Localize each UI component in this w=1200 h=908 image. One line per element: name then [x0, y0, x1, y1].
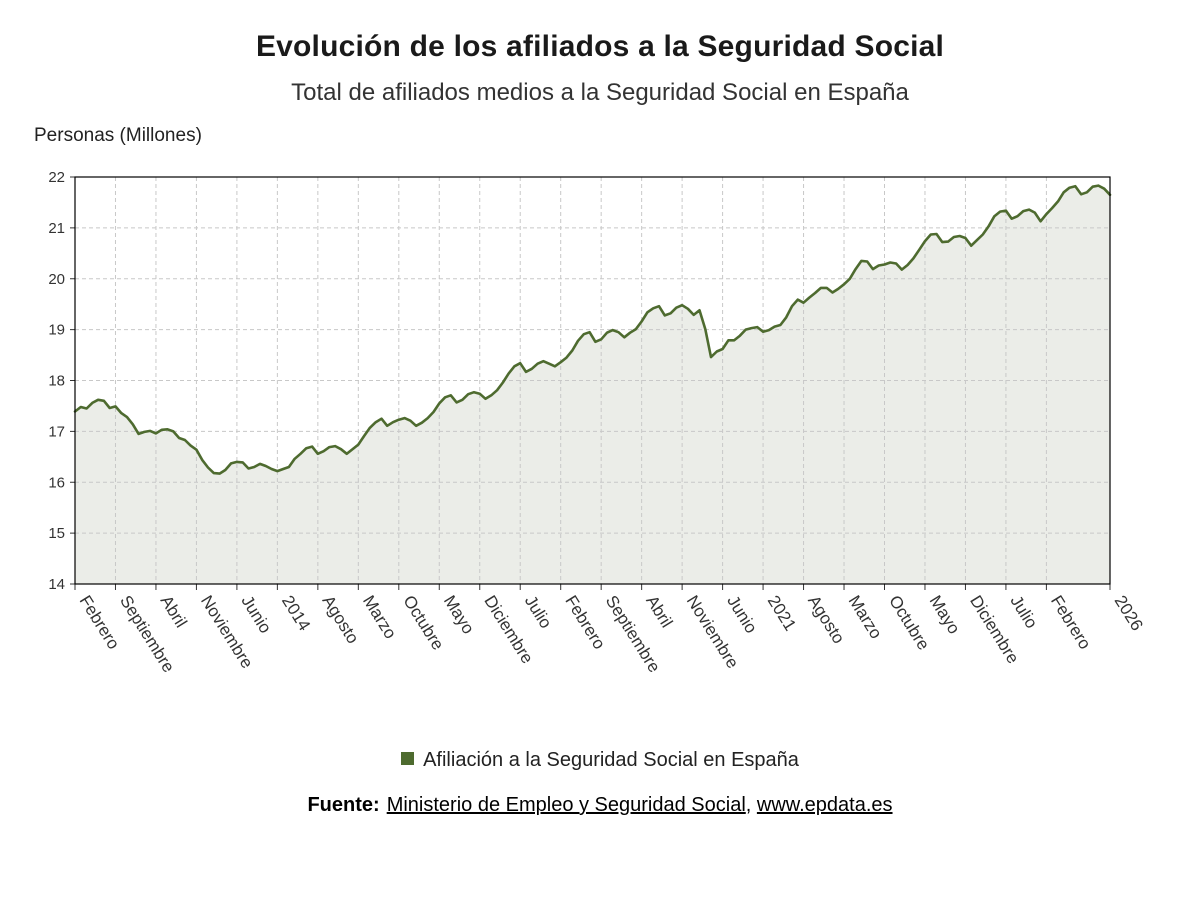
y-tick-label: 21	[48, 220, 65, 237]
x-tick-label: Marzo	[359, 592, 400, 642]
chart-title: Evolución de los afiliados a la Segurida…	[255, 30, 945, 63]
y-tick-label: 15	[48, 525, 65, 542]
x-tick-label: Agosto	[318, 592, 362, 647]
y-tick-label: 22	[48, 169, 65, 186]
x-tick-label: Junio	[723, 592, 761, 637]
legend: Afiliación a la Seguridad Social en Espa…	[0, 749, 1200, 772]
y-tick-label: 20	[48, 271, 65, 288]
source-epdata-link[interactable]: www.epdata.es	[756, 794, 893, 816]
source-ministry-link[interactable]: Ministerio de Empleo y Seguridad Social	[386, 794, 746, 816]
source-label: Fuente:	[307, 794, 380, 816]
chart-page: Evolución de los afiliados a la Segurida…	[0, 30, 1200, 817]
x-tick-label: 2026	[1111, 592, 1147, 634]
y-axis-title: Personas (Millones)	[34, 125, 202, 146]
x-tick-label: Abril	[157, 592, 191, 631]
y-tick-label: 16	[48, 474, 65, 491]
source-line: Fuente: Ministerio de Empleo y Seguridad …	[0, 794, 1200, 817]
x-tick-label: 2021	[764, 592, 800, 634]
x-tick-label: 2014	[278, 592, 314, 634]
x-tick-label: Julio	[1007, 592, 1042, 632]
source-separator: ,	[745, 794, 757, 816]
y-tick-label: 14	[48, 576, 65, 593]
y-tick-label: 19	[48, 322, 65, 339]
legend-item[interactable]: Afiliación a la Seguridad Social en Espa…	[401, 749, 799, 771]
x-tick-label: Abril	[642, 592, 676, 631]
x-tick-label: Julio	[521, 592, 556, 632]
legend-label: Afiliación a la Seguridad Social en Espa…	[423, 749, 799, 771]
y-tick-label: 17	[48, 423, 65, 440]
line-chart: 141516171819202122FebreroSeptiembreAbril…	[48, 169, 1147, 676]
x-tick-label: Junio	[238, 592, 276, 637]
series-line	[73, 184, 1112, 475]
x-tick-label: Mayo	[440, 592, 478, 637]
x-tick-label: Mayo	[926, 592, 964, 637]
y-tick-label: 18	[48, 373, 65, 390]
plot-border	[74, 176, 1111, 585]
x-tick-label: Marzo	[845, 592, 886, 642]
series-area-fill	[75, 185, 1110, 584]
x-tick-label: Agosto	[804, 592, 848, 647]
x-tick-label: Febrero	[1047, 592, 1095, 653]
chart-subtitle: Total de afiliados medios a la Seguridad…	[291, 79, 909, 106]
legend-swatch-icon	[401, 752, 415, 766]
